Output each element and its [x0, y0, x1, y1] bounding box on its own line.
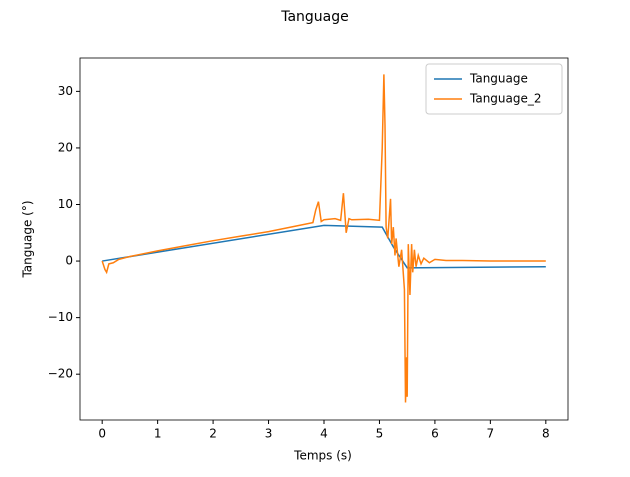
y-tick-label: −20	[48, 367, 73, 381]
x-tick-label: 1	[154, 427, 162, 441]
plot-frame	[79, 57, 569, 421]
x-axis-label: Temps (s)	[293, 449, 352, 463]
y-axis-label: Tanguage (°)	[21, 200, 35, 278]
chart-title: Tanguage	[280, 9, 349, 25]
x-tick-label: 6	[431, 427, 439, 441]
x-tick-label: 8	[542, 427, 550, 441]
x-tick-label: 7	[487, 427, 495, 441]
y-tick-label: 10	[58, 197, 73, 211]
x-tick-label: 4	[320, 427, 328, 441]
x-tick-label: 2	[209, 427, 217, 441]
y-tick-label: 30	[58, 84, 73, 98]
x-tick-label: 5	[376, 427, 384, 441]
y-tick-label: 20	[58, 140, 73, 154]
series-line	[101, 74, 546, 403]
y-tick-label: 0	[65, 254, 73, 268]
legend-label: Tanguage_2	[469, 92, 542, 106]
x-tick-label: 3	[265, 427, 273, 441]
legend-box	[425, 63, 563, 115]
legend-label: Tanguage	[469, 72, 528, 86]
y-tick-label: −10	[48, 310, 73, 324]
x-tick-label: 0	[98, 427, 106, 441]
